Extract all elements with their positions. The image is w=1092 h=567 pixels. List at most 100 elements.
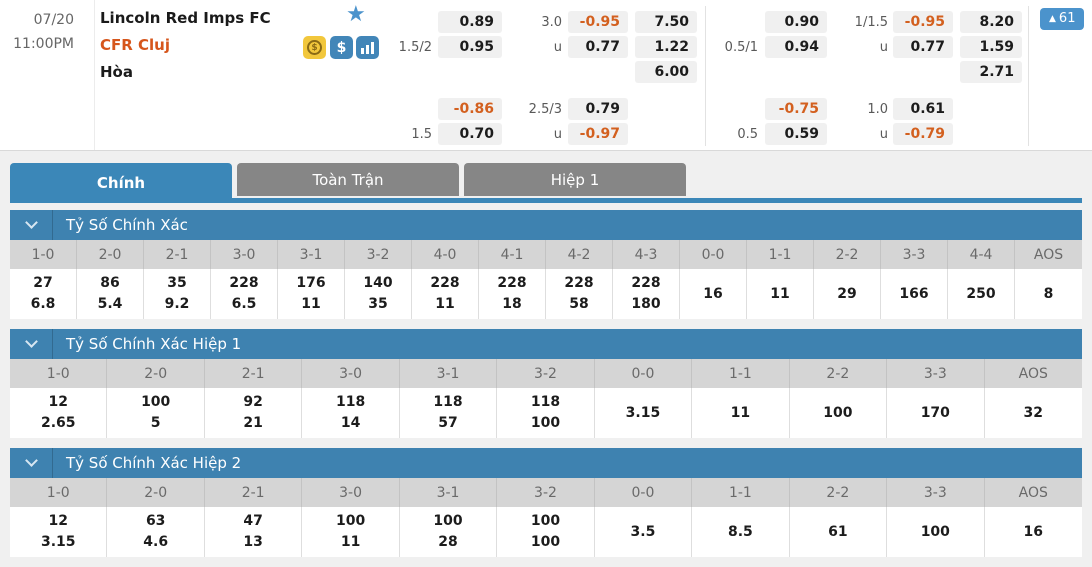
score-odds-cell[interactable]: 100 5 [107,388,205,438]
handicap-odds[interactable]: 0.90 [765,11,827,33]
1x2-odds[interactable]: 1.59 [960,36,1022,58]
score-odds-cell[interactable]: 100 100 [497,507,595,557]
tab-hiệp-1[interactable]: Hiệp 1 [464,163,686,196]
overunder-odds[interactable]: -0.79 [893,123,953,145]
score-column-header: 4-2 [546,240,613,269]
score-odds-value: 250 [966,285,996,302]
score-odds-cell[interactable]: 92 21 [204,388,303,438]
money-exchange-icon[interactable]: $ [303,36,326,59]
section-header[interactable]: Tỷ Số Chính Xác Hiệp 2 [10,448,1082,478]
handicap-odds[interactable]: -0.75 [765,98,827,120]
dollar-icon[interactable]: $ [330,36,353,59]
tab-chính[interactable]: Chính [10,163,232,202]
score-odds-value: 4.6 [143,534,169,550]
handicap-odds[interactable]: 0.89 [438,11,502,33]
handicap-odds[interactable]: 0.70 [438,123,502,145]
score-odds-cell[interactable]: 29 [814,269,881,319]
favorite-star-icon[interactable]: ★ [346,2,366,27]
tab-toàn-trận[interactable]: Toàn Trận [237,163,459,196]
score-odds-value: 228 [430,275,460,291]
score-odds-cell[interactable]: 176 11 [278,269,345,319]
score-odds-cell[interactable]: 100 28 [399,507,498,557]
handicap-odds[interactable]: 0.59 [765,123,827,145]
score-odds-value: 2.65 [40,415,76,431]
score-odds-cell[interactable]: 16 [680,269,747,319]
chevron-down-icon[interactable] [10,210,53,240]
score-column: 2-0 86 5.4 [77,240,144,319]
overunder-odds[interactable]: 0.79 [568,98,628,120]
score-odds-cell[interactable]: 12 3.15 [10,507,108,557]
score-column: 2-1 92 21 [204,359,303,438]
section-title: Tỷ Số Chính Xác Hiệp 1 [66,335,242,353]
score-odds-cell[interactable]: 3.5 [594,507,693,557]
score-odds-cell[interactable]: 61 [789,507,888,557]
odds-divider [1028,6,1029,146]
score-odds-cell[interactable]: 11 [747,269,814,319]
score-column: 3-2 140 35 [345,240,412,319]
score-odds-cell[interactable]: 35 9.2 [144,269,211,319]
score-odds-cell[interactable]: 63 4.6 [107,507,205,557]
score-odds-cell[interactable]: 8 [1015,269,1082,319]
score-column: AOS 32 [984,359,1082,438]
score-column: 3-3 166 [881,240,948,319]
score-column: 3-2 100 100 [497,478,595,557]
section-header[interactable]: Tỷ Số Chính Xác [10,210,1082,240]
more-odds-badge[interactable]: ▲ 61 [1040,8,1085,30]
handicap-odds[interactable]: -0.86 [438,98,502,120]
score-odds-cell[interactable]: 228 58 [546,269,613,319]
score-column: 1-0 12 3.15 [10,478,108,557]
overunder-odds[interactable]: 0.77 [893,36,953,58]
score-odds-cell[interactable]: 86 5.4 [77,269,144,319]
score-odds-cell[interactable]: 3.15 [594,388,693,438]
chevron-down-icon[interactable] [10,448,53,478]
score-odds-cell[interactable]: 228 6.5 [211,269,278,319]
overunder-odds[interactable]: -0.95 [893,11,953,33]
away-team-name: CFR Cluj [100,36,170,54]
score-odds-cell[interactable]: 166 [881,269,948,319]
overunder-odds[interactable]: 0.77 [568,36,628,58]
score-odds-cell[interactable]: 100 [789,388,888,438]
overunder-odds[interactable]: -0.95 [568,11,628,33]
section-title: Tỷ Số Chính Xác [66,216,188,234]
score-odds-cell[interactable]: 8.5 [692,507,790,557]
overunder-odds[interactable]: 0.61 [893,98,953,120]
score-column-header: 3-3 [887,478,985,507]
score-column-header: AOS [1015,240,1082,269]
score-odds-cell[interactable]: 170 [887,388,985,438]
score-odds-cell[interactable]: 250 [948,269,1015,319]
1x2-odds[interactable]: 1.22 [635,36,697,58]
score-odds-cell[interactable]: 32 [984,388,1082,438]
score-odds-cell[interactable]: 118 100 [497,388,595,438]
overunder-line-label: u [879,40,888,55]
score-odds-cell[interactable]: 16 [984,507,1082,557]
score-column-header: AOS [984,359,1082,388]
score-odds-cell[interactable]: 228 180 [613,269,680,319]
score-odds-value: 118 [530,394,561,410]
chevron-down-icon[interactable] [10,329,53,359]
score-odds-cell[interactable]: 11 [692,388,790,438]
1x2-odds[interactable]: 8.20 [960,11,1022,33]
score-column-header: 4-3 [613,240,680,269]
score-odds-cell[interactable]: 118 14 [302,388,400,438]
score-column: 2-0 100 5 [107,359,205,438]
score-odds-cell[interactable]: 228 11 [412,269,479,319]
score-odds-cell[interactable]: 12 2.65 [10,388,108,438]
handicap-odds[interactable]: 0.95 [438,36,502,58]
1x2-odds[interactable]: 2.71 [960,61,1022,83]
1x2-odds[interactable]: 7.50 [635,11,697,33]
score-odds-cell[interactable]: 100 11 [302,507,400,557]
score-odds-cell[interactable]: 228 18 [479,269,546,319]
section-header[interactable]: Tỷ Số Chính Xác Hiệp 1 [10,329,1082,359]
handicap-odds[interactable]: 0.94 [765,36,827,58]
score-column: 1-0 12 2.65 [10,359,108,438]
score-odds-cell[interactable]: 47 13 [204,507,303,557]
stats-bars-icon[interactable] [356,36,379,59]
score-odds-cell[interactable]: 27 6.8 [10,269,77,319]
score-odds-cell[interactable]: 140 35 [345,269,412,319]
1x2-odds[interactable]: 6.00 [635,61,697,83]
score-column: 3-0 118 14 [302,359,400,438]
score-odds-value: 16 [1023,523,1043,540]
score-odds-cell[interactable]: 100 [887,507,985,557]
overunder-odds[interactable]: -0.97 [568,123,628,145]
score-odds-cell[interactable]: 118 57 [399,388,498,438]
